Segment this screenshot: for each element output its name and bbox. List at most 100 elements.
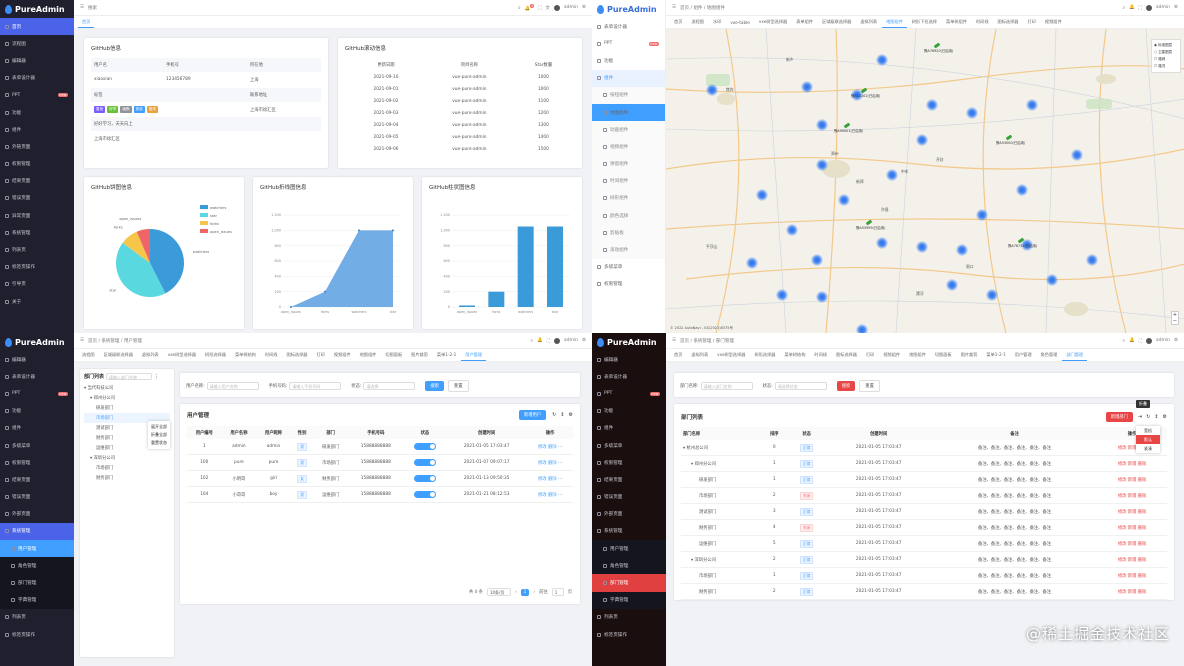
sidebar-item[interactable]: 引导页 xyxy=(0,276,74,293)
delete-link[interactable]: 删除 xyxy=(1137,541,1147,547)
tab-item[interactable]: 地图组件 xyxy=(882,17,907,28)
sidebar-item[interactable]: 功能 xyxy=(592,52,665,69)
edit-link[interactable]: 修改 xyxy=(1117,461,1127,467)
more-icon[interactable]: ⋮ xyxy=(154,373,160,380)
tab-item[interactable]: 打印 xyxy=(865,352,875,357)
cluster-marker[interactable] xyxy=(976,209,988,221)
tree-node[interactable]: ▾ 深圳分公司 xyxy=(90,456,116,461)
refresh-icon[interactable]: ↻ xyxy=(1146,414,1151,420)
add-link[interactable]: 新增 xyxy=(1127,573,1137,579)
tree-node[interactable]: 财务部门 xyxy=(96,436,114,441)
add-link[interactable]: 新增 xyxy=(1127,589,1137,595)
tab-item[interactable]: 地图组件 xyxy=(359,352,377,357)
sidebar-item[interactable]: 标签页操作 xyxy=(0,259,74,276)
fullscreen-icon[interactable]: ⛶ xyxy=(538,5,542,11)
sidebar-item[interactable]: 编辑器 xyxy=(592,351,666,368)
bell-icon[interactable]: 🔔 xyxy=(1129,338,1135,343)
sidebar-item[interactable]: 异常页面 xyxy=(0,207,74,224)
cluster-marker[interactable] xyxy=(1021,239,1033,251)
sidebar-item[interactable]: PPT new xyxy=(0,385,74,402)
tab-item[interactable]: 地图组件 xyxy=(909,352,926,357)
context-menu-item[interactable]: 展开全部 xyxy=(151,424,167,429)
layer-option[interactable]: ○ 卫星图层 xyxy=(1154,50,1173,54)
edit-link[interactable]: 修改 xyxy=(538,444,547,450)
add-link[interactable]: 新增 xyxy=(1127,477,1137,483)
sidebar-item[interactable]: 组件 xyxy=(0,121,74,138)
delete-link[interactable]: 删除 xyxy=(548,444,557,450)
delete-link[interactable]: 删除 xyxy=(1137,525,1147,531)
tab-item[interactable]: 图片裁剪 xyxy=(411,352,428,357)
tab-item[interactable]: 菜单树结构 xyxy=(784,352,806,357)
breadcrumb[interactable]: 搜索 xyxy=(88,5,98,11)
sidebar-item[interactable]: 多级菜单 xyxy=(0,437,74,454)
search-button[interactable]: 搜索 xyxy=(836,381,856,391)
cluster-marker[interactable] xyxy=(801,81,813,93)
sidebar-item[interactable]: 功能 xyxy=(592,403,666,420)
sidebar-item[interactable]: 系统管理 xyxy=(0,522,74,541)
settings-icon[interactable]: ⚙ xyxy=(1173,5,1178,10)
settings-icon[interactable]: ⚙ xyxy=(1173,338,1178,343)
filter-input[interactable]: 请输入用户名称 xyxy=(206,381,259,390)
cluster-marker[interactable] xyxy=(706,84,718,96)
delete-link[interactable]: 删除 xyxy=(548,476,557,482)
sidebar-item[interactable]: 表单设计器 xyxy=(592,368,666,385)
cluster-marker[interactable] xyxy=(756,189,768,201)
layer-option[interactable]: ☐ 路网 xyxy=(1154,57,1166,61)
filter-input[interactable]: 请选择 xyxy=(363,381,416,390)
density-option[interactable]: 默认 xyxy=(1136,435,1160,444)
fullscreen-icon[interactable]: ⛶ xyxy=(1138,5,1142,11)
add-dept-button[interactable]: 新增部门 xyxy=(1105,412,1133,422)
sidebar-item[interactable]: 权限管理 xyxy=(592,276,665,293)
sidebar-item[interactable]: 部门管理 xyxy=(592,574,666,592)
tree-node[interactable]: 研发部门 xyxy=(96,406,114,411)
layer-switcher[interactable]: ◉ 标准图层 ○ 卫星图层 ☐ 路网 ☐ 路况 xyxy=(1151,39,1181,73)
bell-icon[interactable]: 🔔1 xyxy=(524,3,535,12)
layer-option[interactable]: ◉ 标准图层 xyxy=(1154,43,1173,47)
sidebar-item[interactable]: 滚动组件 xyxy=(592,241,665,259)
hamburger-icon[interactable]: ☰ xyxy=(672,5,677,10)
hamburger-icon[interactable]: ☰ xyxy=(80,5,85,10)
cluster-marker[interactable] xyxy=(986,289,998,301)
sidebar-item[interactable]: 视频组件 xyxy=(592,138,665,156)
tab-item[interactable]: 流程图 xyxy=(691,19,704,24)
tab-item[interactable]: 菜单树结构 xyxy=(234,352,256,357)
sidebar-item[interactable]: 外链页面 xyxy=(0,138,74,155)
sidebar-item[interactable]: 表单设计器 xyxy=(0,70,74,87)
sidebar-item[interactable]: 列表页 xyxy=(592,609,666,626)
edit-link[interactable]: 修改 xyxy=(1117,493,1127,499)
tab-item[interactable]: 部门管理 xyxy=(1062,350,1088,361)
sidebar-item[interactable]: 结果页面 xyxy=(592,471,666,488)
edit-link[interactable]: 修改 xyxy=(538,492,547,498)
settings-icon[interactable]: ⚙ xyxy=(581,5,586,10)
sidebar-item[interactable]: 编辑器 xyxy=(0,351,74,368)
next-page-button[interactable]: › xyxy=(533,589,536,595)
tab-item[interactable]: 用户管理 xyxy=(1014,352,1032,357)
page-size-select[interactable]: 10条/页 xyxy=(486,588,511,596)
edit-link[interactable]: 修改 xyxy=(538,476,547,482)
user-name[interactable]: admin xyxy=(563,5,578,10)
tab-item[interactable]: 树形选择器 xyxy=(205,352,226,357)
sidebar-item[interactable]: 列表页 xyxy=(0,241,74,258)
zoom-in-button[interactable]: + xyxy=(1172,312,1178,318)
tab-item[interactable]: 首页 xyxy=(674,352,683,357)
cluster-marker[interactable] xyxy=(926,99,938,111)
delete-link[interactable]: 删除 xyxy=(1137,477,1147,483)
sidebar-item[interactable]: 权限管理 xyxy=(592,454,666,471)
tree-node[interactable]: 财务部门 xyxy=(96,476,114,481)
cluster-marker[interactable] xyxy=(838,194,850,206)
delete-link[interactable]: 删除 xyxy=(1137,557,1147,563)
edit-link[interactable]: 修改 xyxy=(1117,589,1127,595)
prev-page-button[interactable]: ‹ xyxy=(514,589,517,595)
sidebar-item[interactable]: 错误页面 xyxy=(592,489,666,506)
cluster-marker[interactable] xyxy=(746,257,758,269)
tab-item[interactable]: 时间线 xyxy=(264,352,278,357)
sidebar-item[interactable]: 标签页操作 xyxy=(592,626,666,643)
sidebar-item[interactable]: 剪贴板 xyxy=(592,224,665,242)
tab-item[interactable]: 打印 xyxy=(316,352,325,357)
sidebar-item[interactable]: 功能 xyxy=(0,104,74,121)
add-link[interactable]: 新增 xyxy=(1127,445,1137,451)
sidebar-item[interactable]: 结果页面 xyxy=(0,471,74,488)
reset-button[interactable]: 重置 xyxy=(859,380,880,392)
tab-item[interactable]: 虚拟列表 xyxy=(691,352,709,357)
tab-item[interactable]: 虚拟列表 xyxy=(860,19,878,24)
